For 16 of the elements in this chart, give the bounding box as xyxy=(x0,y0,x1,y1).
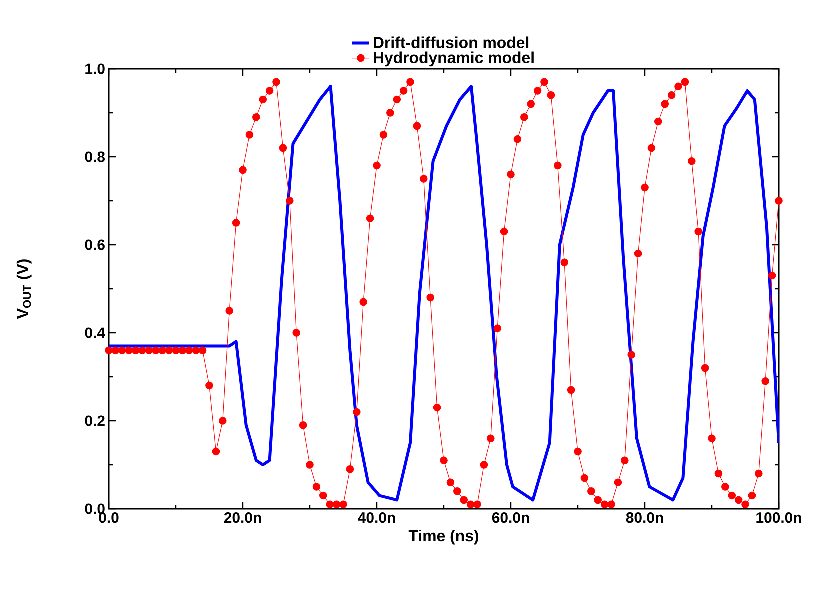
y-tick-label: 0.6 xyxy=(85,240,105,250)
y-tick-label: 0.0 xyxy=(85,504,105,514)
x-tick-label: 60.0n xyxy=(492,512,530,524)
y-tick-label: 0.4 xyxy=(85,328,106,338)
x-tick-label: 20.0n xyxy=(224,512,262,524)
y-tick-label: 0.8 xyxy=(85,152,106,162)
y-tick-label: 1.0 xyxy=(86,64,105,74)
x-axis-title: Time (ns) xyxy=(408,530,478,545)
x-tick-label: 80.0n xyxy=(626,512,664,524)
x-tick-label: 0.0 xyxy=(99,512,119,524)
x-tick-label: 40.0n xyxy=(358,512,396,524)
legend-label: Hydrodynamic model xyxy=(374,52,534,67)
y-tick-label: 0.2 xyxy=(85,416,105,426)
y-axis-title: V$_{OUT}$ (V) xyxy=(16,260,32,320)
x-tick-label: 100.0n xyxy=(756,512,802,524)
legend-label: Drift-diffusion model xyxy=(374,36,529,48)
